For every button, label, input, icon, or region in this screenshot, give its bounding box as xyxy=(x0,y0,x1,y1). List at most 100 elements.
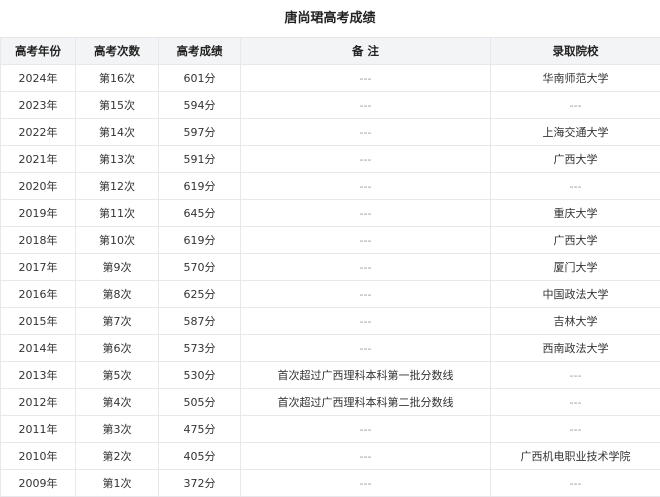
cell-admitted-school: 广西大学 xyxy=(491,227,660,254)
cell-attempt: 第6次 xyxy=(76,335,159,362)
cell-year: 2021年 xyxy=(1,146,76,173)
cell-score: 573分 xyxy=(159,335,241,362)
header-row: 高考年份高考次数高考成绩备 注录取院校 xyxy=(1,38,660,65)
cell-score: 372分 xyxy=(159,470,241,497)
cell-admitted-school: 广西机电职业技术学院 xyxy=(491,443,660,470)
cell-year: 2019年 xyxy=(1,200,76,227)
cell-remark: --- xyxy=(241,416,491,443)
cell-year: 2012年 xyxy=(1,389,76,416)
cell-admitted-school: 厦门大学 xyxy=(491,254,660,281)
cell-score: 530分 xyxy=(159,362,241,389)
cell-remark: --- xyxy=(241,254,491,281)
cell-remark: --- xyxy=(241,335,491,362)
cell-admitted-school: --- xyxy=(491,92,660,119)
cell-remark: --- xyxy=(241,200,491,227)
cell-attempt: 第14次 xyxy=(76,119,159,146)
cell-attempt: 第11次 xyxy=(76,200,159,227)
cell-admitted-school: 华南师范大学 xyxy=(491,65,660,92)
cell-score: 597分 xyxy=(159,119,241,146)
cell-admitted-school: --- xyxy=(491,362,660,389)
column-header-remark: 备 注 xyxy=(241,38,491,65)
cell-year: 2015年 xyxy=(1,308,76,335)
cell-remark: --- xyxy=(241,173,491,200)
cell-admitted-school: 中国政法大学 xyxy=(491,281,660,308)
cell-attempt: 第10次 xyxy=(76,227,159,254)
cell-year: 2014年 xyxy=(1,335,76,362)
cell-remark: --- xyxy=(241,308,491,335)
cell-admitted-school: --- xyxy=(491,389,660,416)
table-title: 唐尚珺高考成绩 xyxy=(0,0,660,37)
cell-remark: 首次超过广西理科本科第二批分数线 xyxy=(241,389,491,416)
cell-score: 475分 xyxy=(159,416,241,443)
cell-remark: 首次超过广西理科本科第一批分数线 xyxy=(241,362,491,389)
cell-attempt: 第7次 xyxy=(76,308,159,335)
column-header-attempt: 高考次数 xyxy=(76,38,159,65)
cell-attempt: 第1次 xyxy=(76,470,159,497)
cell-attempt: 第16次 xyxy=(76,65,159,92)
cell-remark: --- xyxy=(241,470,491,497)
cell-score: 405分 xyxy=(159,443,241,470)
cell-attempt: 第2次 xyxy=(76,443,159,470)
cell-score: 601分 xyxy=(159,65,241,92)
cell-score: 625分 xyxy=(159,281,241,308)
cell-attempt: 第3次 xyxy=(76,416,159,443)
cell-remark: --- xyxy=(241,65,491,92)
cell-attempt: 第4次 xyxy=(76,389,159,416)
cell-year: 2022年 xyxy=(1,119,76,146)
cell-remark: --- xyxy=(241,443,491,470)
cell-year: 2016年 xyxy=(1,281,76,308)
cell-remark: --- xyxy=(241,92,491,119)
cell-remark: --- xyxy=(241,119,491,146)
cell-year: 2013年 xyxy=(1,362,76,389)
cell-admitted-school: 西南政法大学 xyxy=(491,335,660,362)
cell-remark: --- xyxy=(241,281,491,308)
cell-attempt: 第8次 xyxy=(76,281,159,308)
column-header-year: 高考年份 xyxy=(1,38,76,65)
cell-admitted-school: --- xyxy=(491,470,660,497)
cell-remark: --- xyxy=(241,227,491,254)
cell-score: 594分 xyxy=(159,92,241,119)
cell-score: 591分 xyxy=(159,146,241,173)
column-header-score: 高考成绩 xyxy=(159,38,241,65)
cell-year: 2010年 xyxy=(1,443,76,470)
cell-attempt: 第15次 xyxy=(76,92,159,119)
cell-year: 2023年 xyxy=(1,92,76,119)
cell-score: 619分 xyxy=(159,227,241,254)
cell-year: 2017年 xyxy=(1,254,76,281)
column-header-admitted-school: 录取院校 xyxy=(491,38,660,65)
cell-attempt: 第12次 xyxy=(76,173,159,200)
cell-admitted-school: --- xyxy=(491,416,660,443)
cell-remark: --- xyxy=(241,146,491,173)
cell-year: 2009年 xyxy=(1,470,76,497)
cell-admitted-school: --- xyxy=(491,173,660,200)
cell-score: 570分 xyxy=(159,254,241,281)
cell-admitted-school: 吉林大学 xyxy=(491,308,660,335)
cell-year: 2011年 xyxy=(1,416,76,443)
cell-score: 505分 xyxy=(159,389,241,416)
cell-admitted-school: 重庆大学 xyxy=(491,200,660,227)
cell-attempt: 第13次 xyxy=(76,146,159,173)
cell-attempt: 第9次 xyxy=(76,254,159,281)
cell-admitted-school: 上海交通大学 xyxy=(491,119,660,146)
cell-admitted-school: 广西大学 xyxy=(491,146,660,173)
cell-score: 587分 xyxy=(159,308,241,335)
cell-score: 645分 xyxy=(159,200,241,227)
cell-score: 619分 xyxy=(159,173,241,200)
cell-year: 2024年 xyxy=(1,65,76,92)
cell-year: 2020年 xyxy=(1,173,76,200)
